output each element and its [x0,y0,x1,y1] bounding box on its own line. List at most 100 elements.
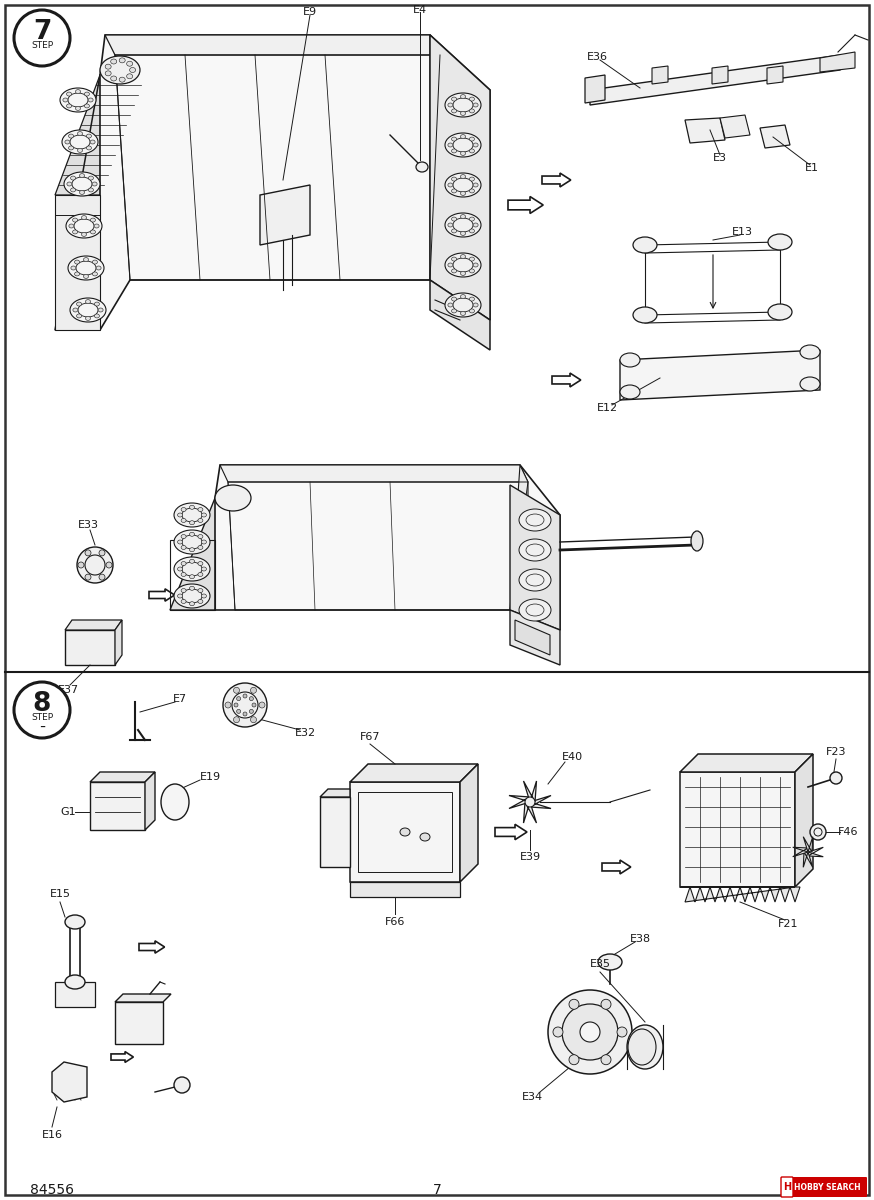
Ellipse shape [447,182,453,187]
Ellipse shape [800,377,820,391]
Ellipse shape [190,533,195,536]
Text: E38: E38 [629,934,650,944]
Polygon shape [530,796,551,809]
Polygon shape [100,35,490,330]
Ellipse shape [198,546,203,550]
Polygon shape [680,772,795,887]
Ellipse shape [461,112,466,115]
Polygon shape [90,772,155,782]
Ellipse shape [181,546,186,550]
Polygon shape [524,781,537,802]
Text: E12: E12 [596,403,618,413]
Ellipse shape [181,588,186,593]
Ellipse shape [233,716,239,722]
Ellipse shape [177,540,183,544]
Polygon shape [803,836,813,852]
Ellipse shape [66,92,72,96]
Polygon shape [55,74,145,194]
Ellipse shape [469,257,475,262]
Ellipse shape [90,140,95,144]
Ellipse shape [198,534,203,539]
Ellipse shape [88,98,94,102]
Polygon shape [460,764,478,882]
Polygon shape [350,782,460,882]
Polygon shape [515,620,550,655]
Ellipse shape [177,566,183,571]
Polygon shape [350,882,460,898]
Polygon shape [585,74,605,103]
Ellipse shape [88,188,94,192]
Ellipse shape [84,258,88,262]
Ellipse shape [830,772,842,784]
Ellipse shape [14,10,70,66]
Ellipse shape [94,314,100,318]
Ellipse shape [64,172,100,196]
Ellipse shape [66,214,102,238]
Ellipse shape [580,1022,600,1042]
Polygon shape [820,52,855,72]
Polygon shape [510,464,528,610]
Ellipse shape [525,797,535,806]
Ellipse shape [73,218,78,222]
Ellipse shape [445,133,481,157]
Text: E37: E37 [58,685,79,695]
Ellipse shape [469,149,475,152]
Ellipse shape [85,574,91,580]
Text: G1: G1 [60,806,76,817]
FancyBboxPatch shape [781,1177,793,1198]
Ellipse shape [627,1025,663,1069]
Text: E16: E16 [41,1130,63,1140]
Ellipse shape [452,308,456,313]
Polygon shape [260,185,310,245]
Ellipse shape [469,109,475,113]
Ellipse shape [445,214,481,236]
Polygon shape [712,66,728,84]
Ellipse shape [768,304,792,320]
Polygon shape [680,754,813,772]
Ellipse shape [78,562,84,568]
Text: E35: E35 [589,959,611,970]
Ellipse shape [111,76,117,80]
Ellipse shape [127,73,133,79]
Text: E39: E39 [519,852,540,862]
Text: HOBBY SEARCH: HOBBY SEARCH [794,1182,860,1192]
Ellipse shape [633,307,657,323]
Ellipse shape [452,137,456,142]
Polygon shape [105,35,440,55]
Polygon shape [320,790,350,797]
Ellipse shape [65,140,70,144]
Ellipse shape [77,314,81,318]
Ellipse shape [810,824,826,840]
Polygon shape [115,1002,163,1044]
Text: E9: E9 [303,7,317,17]
Ellipse shape [190,547,195,552]
Polygon shape [430,280,490,350]
Ellipse shape [190,559,195,563]
Ellipse shape [237,697,240,701]
Ellipse shape [177,514,183,517]
Text: H: H [783,1182,791,1192]
Polygon shape [510,485,560,630]
Ellipse shape [251,716,256,722]
Ellipse shape [78,149,82,152]
Ellipse shape [68,134,73,138]
Ellipse shape [569,1000,579,1009]
Polygon shape [320,797,350,866]
Ellipse shape [198,518,203,522]
Ellipse shape [88,176,94,180]
Ellipse shape [553,1027,563,1037]
Ellipse shape [249,709,253,713]
Ellipse shape [105,71,111,76]
Ellipse shape [90,218,95,222]
Polygon shape [115,994,171,1002]
Polygon shape [803,852,813,868]
Polygon shape [170,498,260,610]
Polygon shape [795,754,813,887]
Ellipse shape [223,683,267,727]
Polygon shape [590,55,840,104]
Polygon shape [793,847,808,857]
Ellipse shape [473,143,478,146]
Ellipse shape [473,223,478,227]
Ellipse shape [77,547,113,583]
Ellipse shape [99,574,105,580]
